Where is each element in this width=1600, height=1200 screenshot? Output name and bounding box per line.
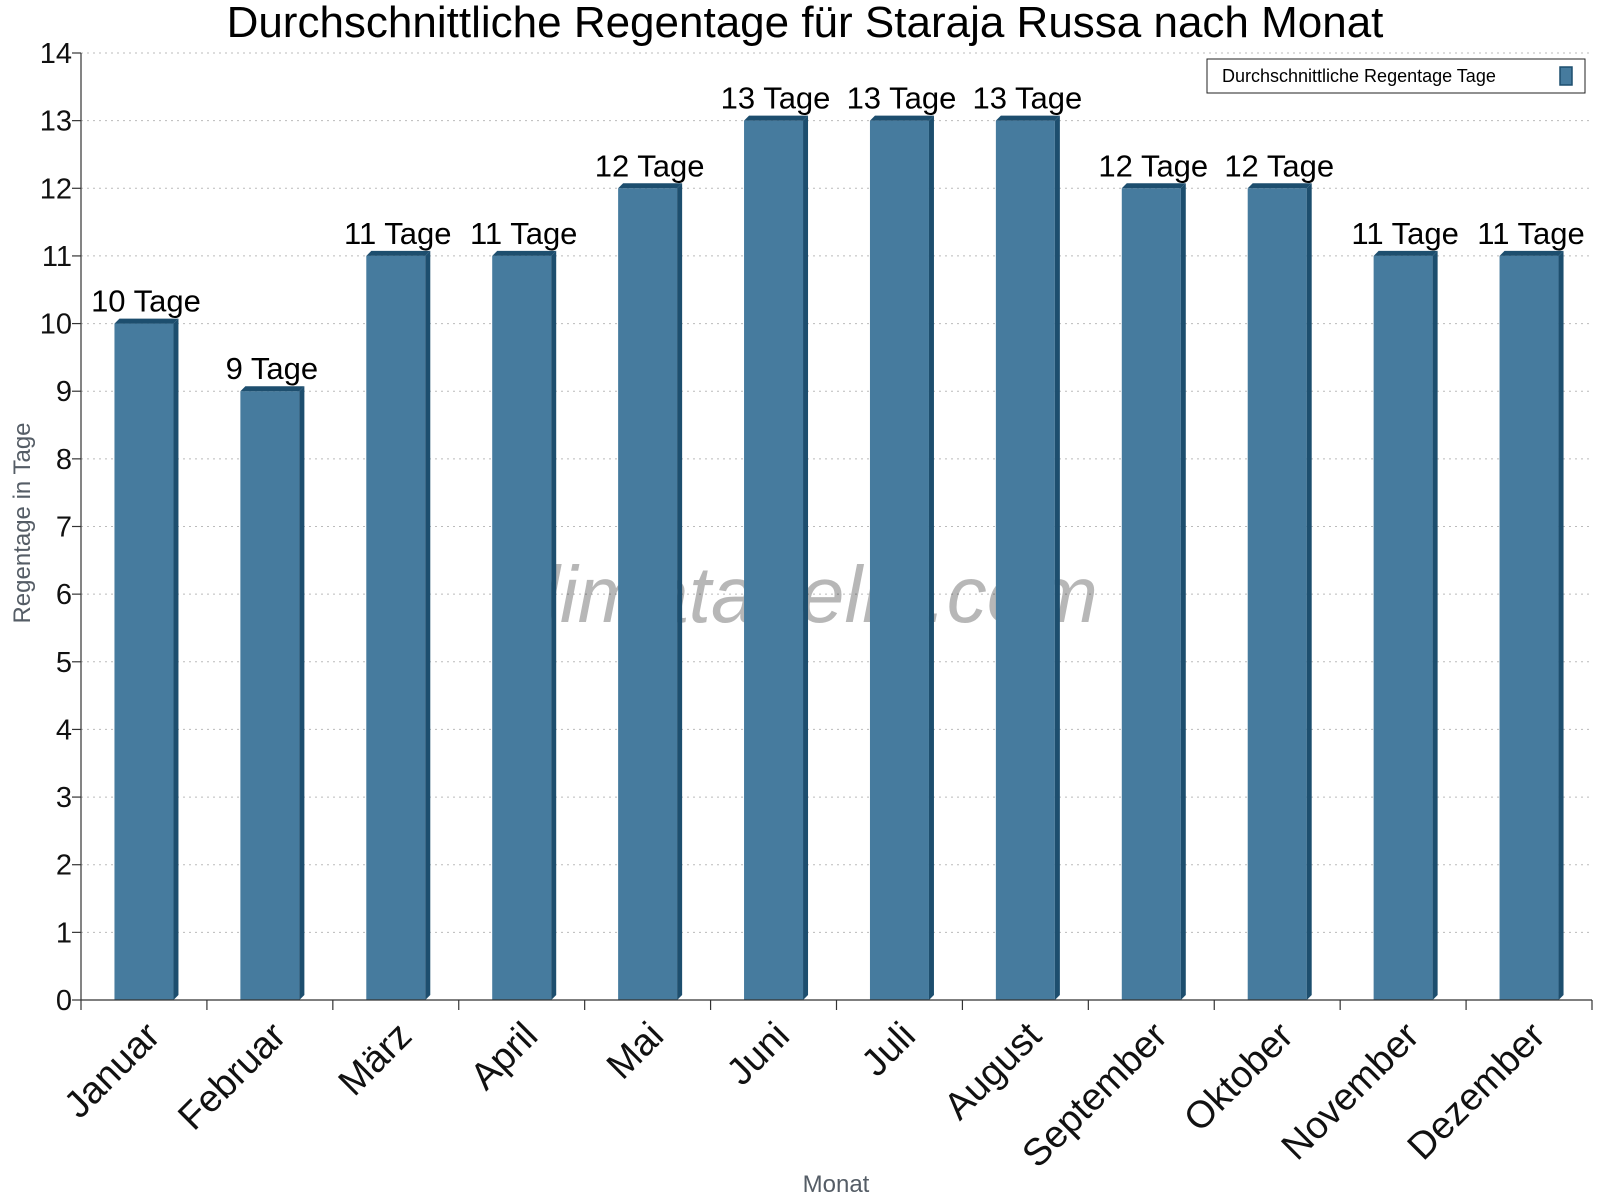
bar-top	[366, 250, 431, 256]
y-tick-label: 11	[42, 241, 72, 273]
bar-top	[869, 115, 934, 121]
x-tick-label: Februar	[170, 1014, 294, 1138]
y-tick-label: 12	[40, 173, 72, 205]
y-tick-label: 7	[56, 512, 72, 544]
y-tick-label: 2	[56, 850, 72, 882]
data-label: 9 Tage	[226, 351, 319, 386]
legend-label: Durchschnittliche Regentage Tage	[1222, 66, 1496, 86]
x-ticks: Januar Februar März April Mai Juni Juli AugustS…	[56, 1000, 1593, 1176]
data-label: 12 Tage	[595, 148, 705, 183]
grid-lines	[81, 52, 1592, 933]
data-label: 10 Tage	[91, 284, 201, 319]
bar-face	[1499, 255, 1559, 1000]
data-labels: 10 Tage 9 Tage 11 Tage 11 Tage 12 Tage 13 Tag…	[91, 81, 1585, 387]
y-tick-label: 1	[56, 917, 72, 949]
bar	[1499, 250, 1564, 1000]
bar-face	[1373, 255, 1433, 1000]
bar	[492, 250, 557, 1000]
bar	[1247, 183, 1312, 1001]
bar-side	[677, 183, 683, 1001]
bar-face	[1121, 188, 1181, 1001]
bar-side	[173, 318, 179, 1001]
bar-top	[240, 386, 305, 392]
bar-side	[1432, 250, 1438, 1000]
data-label: 13 Tage	[847, 81, 957, 116]
bar-side	[1180, 183, 1186, 1001]
bar-side	[1558, 250, 1564, 1000]
x-tick-label: Juni	[719, 1015, 798, 1094]
data-label: 12 Tage	[1098, 148, 1208, 183]
x-tick-label: Oktober	[1176, 1014, 1302, 1140]
bar	[995, 115, 1060, 1000]
legend-box	[1206, 58, 1586, 94]
data-label: 13 Tage	[721, 81, 831, 116]
y-tick-label: 3	[56, 782, 72, 814]
bar-face	[492, 255, 552, 1000]
data-label: 11 Tage	[344, 216, 451, 251]
bar-face	[240, 391, 300, 1000]
y-tick-label: 13	[40, 106, 72, 138]
bar-top	[1121, 183, 1186, 189]
y-tick-label: 4	[56, 714, 72, 746]
bar-face	[618, 188, 678, 1001]
bar-face	[995, 120, 1055, 1000]
x-tick-label: August	[936, 1014, 1050, 1128]
x-tick-label: Januar	[56, 1014, 168, 1126]
bar-face	[869, 120, 929, 1000]
bar	[618, 183, 683, 1001]
x-tick-label: November	[1274, 1014, 1428, 1168]
bar-side	[425, 250, 431, 1000]
bars-group	[114, 115, 1564, 1001]
data-label: 11 Tage	[470, 216, 577, 251]
x-tick-label: Dezember	[1400, 1014, 1554, 1168]
bar-side	[1054, 115, 1060, 1000]
y-axis-label: Regentage in Tage	[9, 422, 36, 623]
bar-top	[1499, 250, 1564, 256]
x-tick-label: April	[463, 1015, 546, 1098]
bar-top	[1373, 250, 1438, 256]
bar-top	[618, 183, 683, 189]
x-tick-label: März	[331, 1015, 420, 1104]
bar-side	[551, 250, 557, 1000]
y-tick-label: 14	[40, 38, 72, 70]
bar	[1121, 183, 1186, 1001]
y-tick-label: 8	[56, 444, 72, 476]
bar	[114, 318, 179, 1001]
y-tick-label: 5	[56, 647, 72, 679]
x-tick-label: Mai	[599, 1015, 672, 1088]
bar-side	[803, 115, 809, 1000]
data-label: 13 Tage	[972, 81, 1082, 116]
bar-face	[114, 323, 174, 1001]
bar	[869, 115, 934, 1000]
data-label: 11 Tage	[1477, 216, 1584, 251]
bar-top	[492, 250, 557, 256]
y-tick-label: 6	[56, 579, 72, 611]
x-axis-label: Monat	[803, 1171, 870, 1198]
bar	[240, 386, 305, 1000]
data-label: 12 Tage	[1224, 148, 1334, 183]
bar-face	[1247, 188, 1307, 1001]
bar-top	[995, 115, 1060, 121]
bar-side	[928, 115, 934, 1000]
bar-side	[1306, 183, 1312, 1001]
legend-swatch	[1559, 66, 1573, 86]
y-tick-label: 0	[56, 985, 72, 1017]
bar-top	[114, 318, 179, 324]
bar-face	[744, 120, 804, 1000]
bar-top	[744, 115, 809, 121]
bar	[1373, 250, 1438, 1000]
bar	[366, 250, 431, 1000]
bar	[744, 115, 809, 1000]
legend: Durchschnittliche Regentage Tage	[1206, 58, 1586, 94]
x-tick-label: Juli	[854, 1015, 924, 1085]
chart-title: Durchschnittliche Regentage für Staraja …	[227, 0, 1384, 47]
bar-top	[1247, 183, 1312, 189]
data-label: 11 Tage	[1351, 216, 1458, 251]
y-tick-label: 10	[40, 309, 72, 341]
y-tick-label: 9	[56, 376, 72, 408]
bar-face	[366, 255, 426, 1000]
bar-side	[299, 386, 305, 1000]
